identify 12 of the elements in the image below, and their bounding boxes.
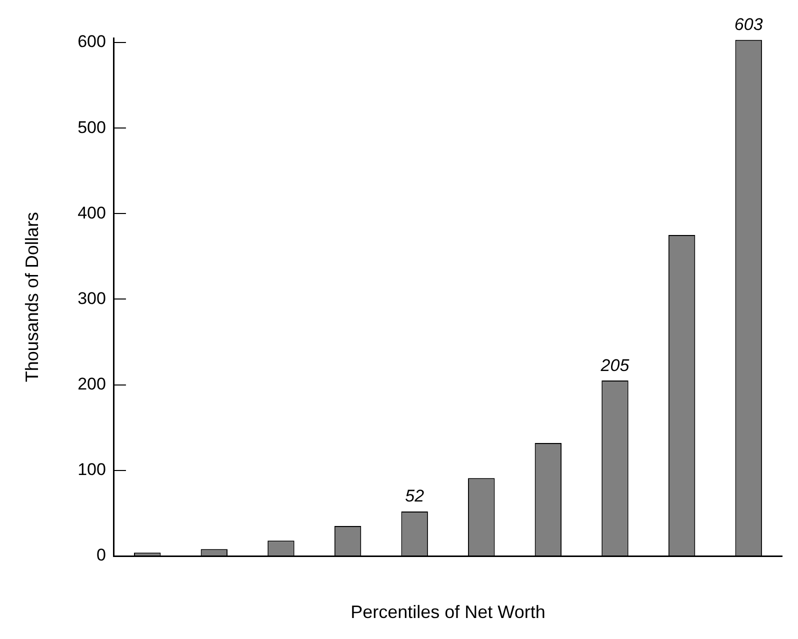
data-label: 603: [734, 15, 764, 34]
y-tick-label: 400: [78, 203, 106, 222]
y-tick-label: 0: [96, 546, 106, 565]
y-axis-title: Thousands of Dollars: [22, 212, 42, 382]
y-tick-label: 300: [78, 288, 106, 308]
data-label: 52: [405, 486, 425, 506]
y-tick-label: 100: [78, 460, 106, 480]
data-label: 205: [600, 356, 630, 375]
y-tick-label: 500: [78, 118, 106, 137]
x-axis-title: Percentiles of Net Worth: [350, 602, 546, 622]
y-tick-label: 200: [78, 374, 106, 394]
y-tick-label: 600: [78, 32, 106, 52]
